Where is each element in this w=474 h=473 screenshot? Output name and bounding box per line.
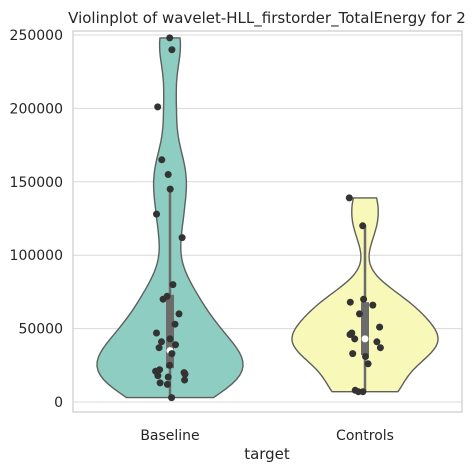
iqr-box <box>361 302 369 356</box>
median-marker <box>361 335 369 343</box>
data-point <box>359 222 367 230</box>
data-point <box>354 388 362 396</box>
data-point <box>166 185 174 193</box>
data-point <box>168 394 176 402</box>
data-point <box>166 335 174 343</box>
data-point <box>346 298 354 306</box>
y-tick-label: 200000 <box>10 101 63 117</box>
data-point <box>154 372 162 380</box>
data-point <box>156 379 164 387</box>
data-point <box>154 103 162 111</box>
data-point <box>164 171 172 178</box>
data-point <box>163 380 171 388</box>
y-tick-label: 100000 <box>10 248 63 264</box>
x-tick-label: Controls <box>336 428 394 444</box>
data-point <box>349 350 357 358</box>
data-point <box>345 194 353 202</box>
data-point <box>178 234 186 242</box>
y-tick-label: 250000 <box>10 28 63 44</box>
data-point <box>153 329 160 337</box>
data-point <box>364 360 372 368</box>
x-tick-label: Baseline <box>140 428 199 444</box>
data-point <box>356 310 363 318</box>
data-point <box>158 338 165 346</box>
chart-title: Violinplot of wavelet-HLL_firstorder_Tot… <box>68 9 466 28</box>
data-point <box>169 281 177 289</box>
data-point <box>164 373 172 381</box>
data-point <box>181 370 189 378</box>
data-point <box>155 344 163 352</box>
data-point <box>166 361 174 369</box>
data-point <box>373 338 381 346</box>
data-points <box>152 34 384 402</box>
data-point <box>153 210 160 218</box>
data-point <box>376 323 384 331</box>
data-point <box>175 310 183 318</box>
data-point <box>159 295 167 303</box>
data-point <box>172 341 179 349</box>
x-axis-label: target <box>244 445 290 463</box>
x-tick-labels: Baseline Controls <box>140 428 394 444</box>
data-point <box>168 350 176 358</box>
data-point <box>360 295 368 303</box>
data-point <box>362 353 369 360</box>
y-tick-labels: 0 50000 100000 150000 200000 250000 <box>10 28 63 411</box>
data-point <box>166 34 174 42</box>
data-point <box>346 331 354 338</box>
iqr-box <box>166 294 174 369</box>
y-tick-label: 50000 <box>18 322 63 338</box>
data-point <box>351 335 359 343</box>
plot-frame <box>72 30 463 413</box>
data-point <box>158 156 166 164</box>
data-point <box>181 376 189 384</box>
data-point <box>376 344 384 352</box>
data-point <box>171 320 179 328</box>
y-tick-label: 150000 <box>10 175 63 191</box>
y-tick-label: 0 <box>54 395 63 411</box>
data-point <box>369 301 377 309</box>
data-point <box>168 46 176 54</box>
